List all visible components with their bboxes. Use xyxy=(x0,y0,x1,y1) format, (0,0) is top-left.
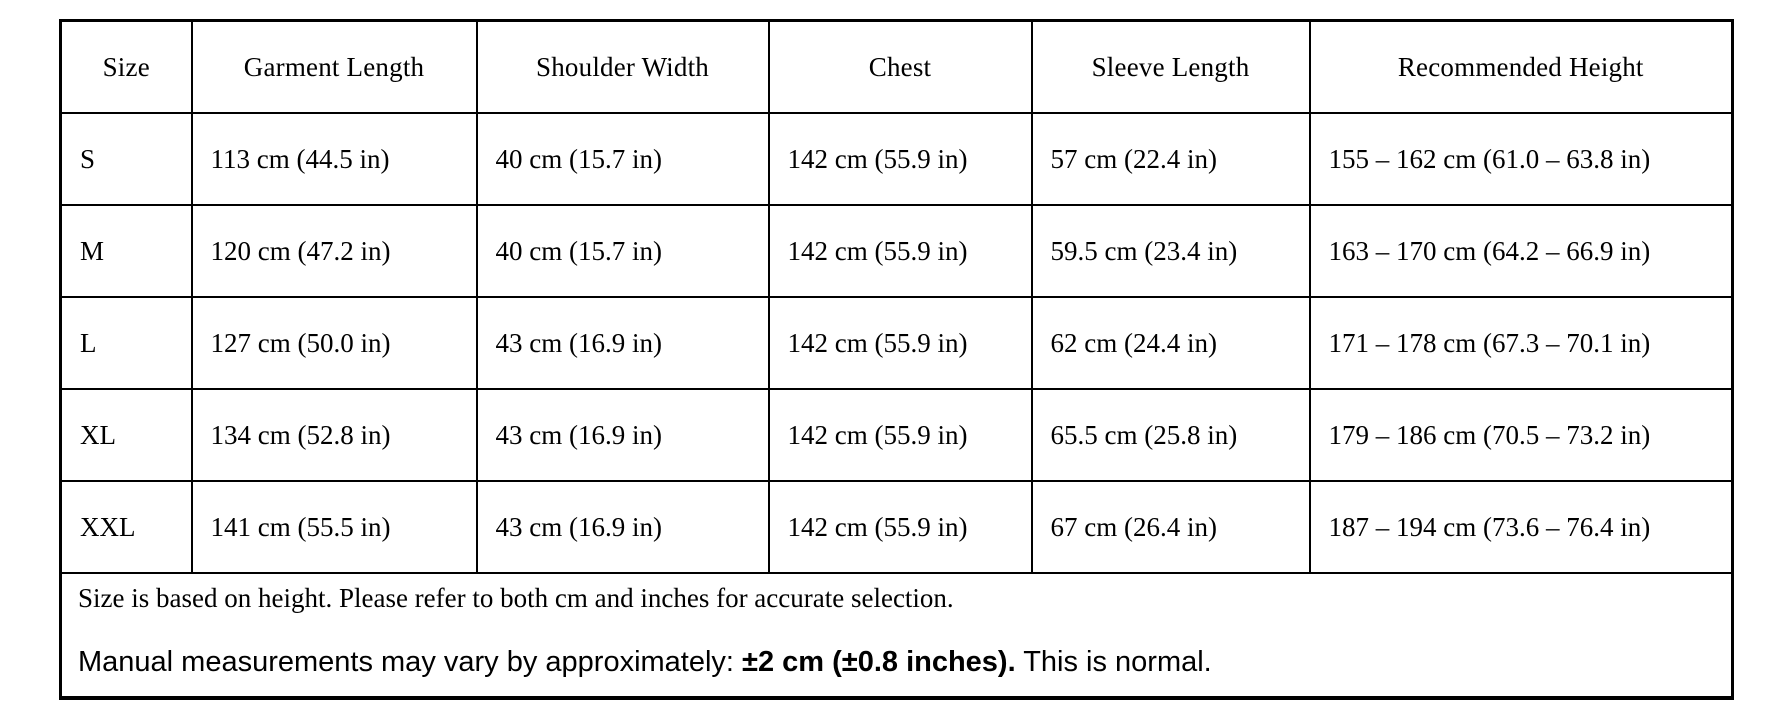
measurement-cell: 187 – 194 cm (73.6 – 76.4 in) xyxy=(1308,480,1734,574)
header-cell: Sleeve Length xyxy=(1030,19,1311,114)
note-size-basis: Size is based on height. Please refer to… xyxy=(78,583,954,613)
measurement-cell: 134 cm (52.8 in) xyxy=(190,388,478,482)
measurement-cell: 65.5 cm (25.8 in) xyxy=(1030,388,1311,482)
header-cell: Garment Length xyxy=(190,19,478,114)
measurement-cell: 142 cm (55.9 in) xyxy=(767,480,1033,574)
measurement-cell: 59.5 cm (23.4 in) xyxy=(1030,204,1311,298)
table-row: S 113 cm (44.5 in) 40 cm (15.7 in) 142 cm (… xyxy=(59,112,1734,206)
size-cell: XL xyxy=(59,388,193,482)
measurement-cell: 155 – 162 cm (61.0 – 63.8 in) xyxy=(1308,112,1734,206)
table-row: XXL 141 cm (55.5 in) 43 cm (16.9 in) 142 cm… xyxy=(59,480,1734,574)
notes-cell: Size is based on height. Please refer to… xyxy=(59,572,1734,700)
table-row: L 127 cm (50.0 in) 43 cm (16.9 in) 142 cm (… xyxy=(59,296,1734,390)
size-cell: L xyxy=(59,296,193,390)
header-cell: Size xyxy=(59,19,193,114)
table-row: M 120 cm (47.2 in) 40 cm (15.7 in) 142 cm (… xyxy=(59,204,1734,298)
measurement-cell: 43 cm (16.9 in) xyxy=(475,388,770,482)
table-row: XL 134 cm (52.8 in) 43 cm (16.9 in) 142 cm … xyxy=(59,388,1734,482)
measurement-cell: 142 cm (55.9 in) xyxy=(767,388,1033,482)
measurement-cell: 67 cm (26.4 in) xyxy=(1030,480,1311,574)
size-cell: S xyxy=(59,112,193,206)
measurement-cell: 142 cm (55.9 in) xyxy=(767,112,1033,206)
measurement-cell: 171 – 178 cm (67.3 – 70.1 in) xyxy=(1308,296,1734,390)
measurement-cell: 43 cm (16.9 in) xyxy=(475,296,770,390)
measurement-cell: 179 – 186 cm (70.5 – 73.2 in) xyxy=(1308,388,1734,482)
note-tolerance-suffix: This is normal. xyxy=(1015,645,1212,678)
measurement-cell: 43 cm (16.9 in) xyxy=(475,480,770,574)
size-table: Size Garment Length Shoulder Width Chest Sle… xyxy=(59,19,1734,700)
note-tolerance-prefix: Manual measurements may vary by approxim… xyxy=(78,645,743,678)
measurement-cell: 113 cm (44.5 in) xyxy=(190,112,478,206)
measurement-cell: 127 cm (50.0 in) xyxy=(190,296,478,390)
measurement-cell: 40 cm (15.7 in) xyxy=(475,204,770,298)
header-cell: Chest xyxy=(767,19,1033,114)
measurement-cell: 141 cm (55.5 in) xyxy=(190,480,478,574)
measurement-cell: 163 – 170 cm (64.2 – 66.9 in) xyxy=(1308,204,1734,298)
size-cell: XXL xyxy=(59,480,193,574)
measurement-cell: 57 cm (22.4 in) xyxy=(1030,112,1311,206)
header-cell: Recommended Height xyxy=(1308,19,1734,114)
note-tolerance: Manual measurements may vary by approxim… xyxy=(78,646,1731,679)
size-cell: M xyxy=(59,204,193,298)
measurement-cell: 142 cm (55.9 in) xyxy=(767,296,1033,390)
header-row: Size Garment Length Shoulder Width Chest Sle… xyxy=(59,19,1734,114)
measurement-cell: 62 cm (24.4 in) xyxy=(1030,296,1311,390)
header-cell: Shoulder Width xyxy=(475,19,770,114)
table-body: S 113 cm (44.5 in) 40 cm (15.7 in) 142 cm (… xyxy=(59,112,1734,574)
measurement-cell: 40 cm (15.7 in) xyxy=(475,112,770,206)
measurement-cell: 120 cm (47.2 in) xyxy=(190,204,478,298)
footer-row: Size is based on height. Please refer to… xyxy=(59,572,1734,700)
note-tolerance-bold: ±2 cm (±0.8 inches). xyxy=(742,645,1016,678)
measurement-cell: 142 cm (55.9 in) xyxy=(767,204,1033,298)
